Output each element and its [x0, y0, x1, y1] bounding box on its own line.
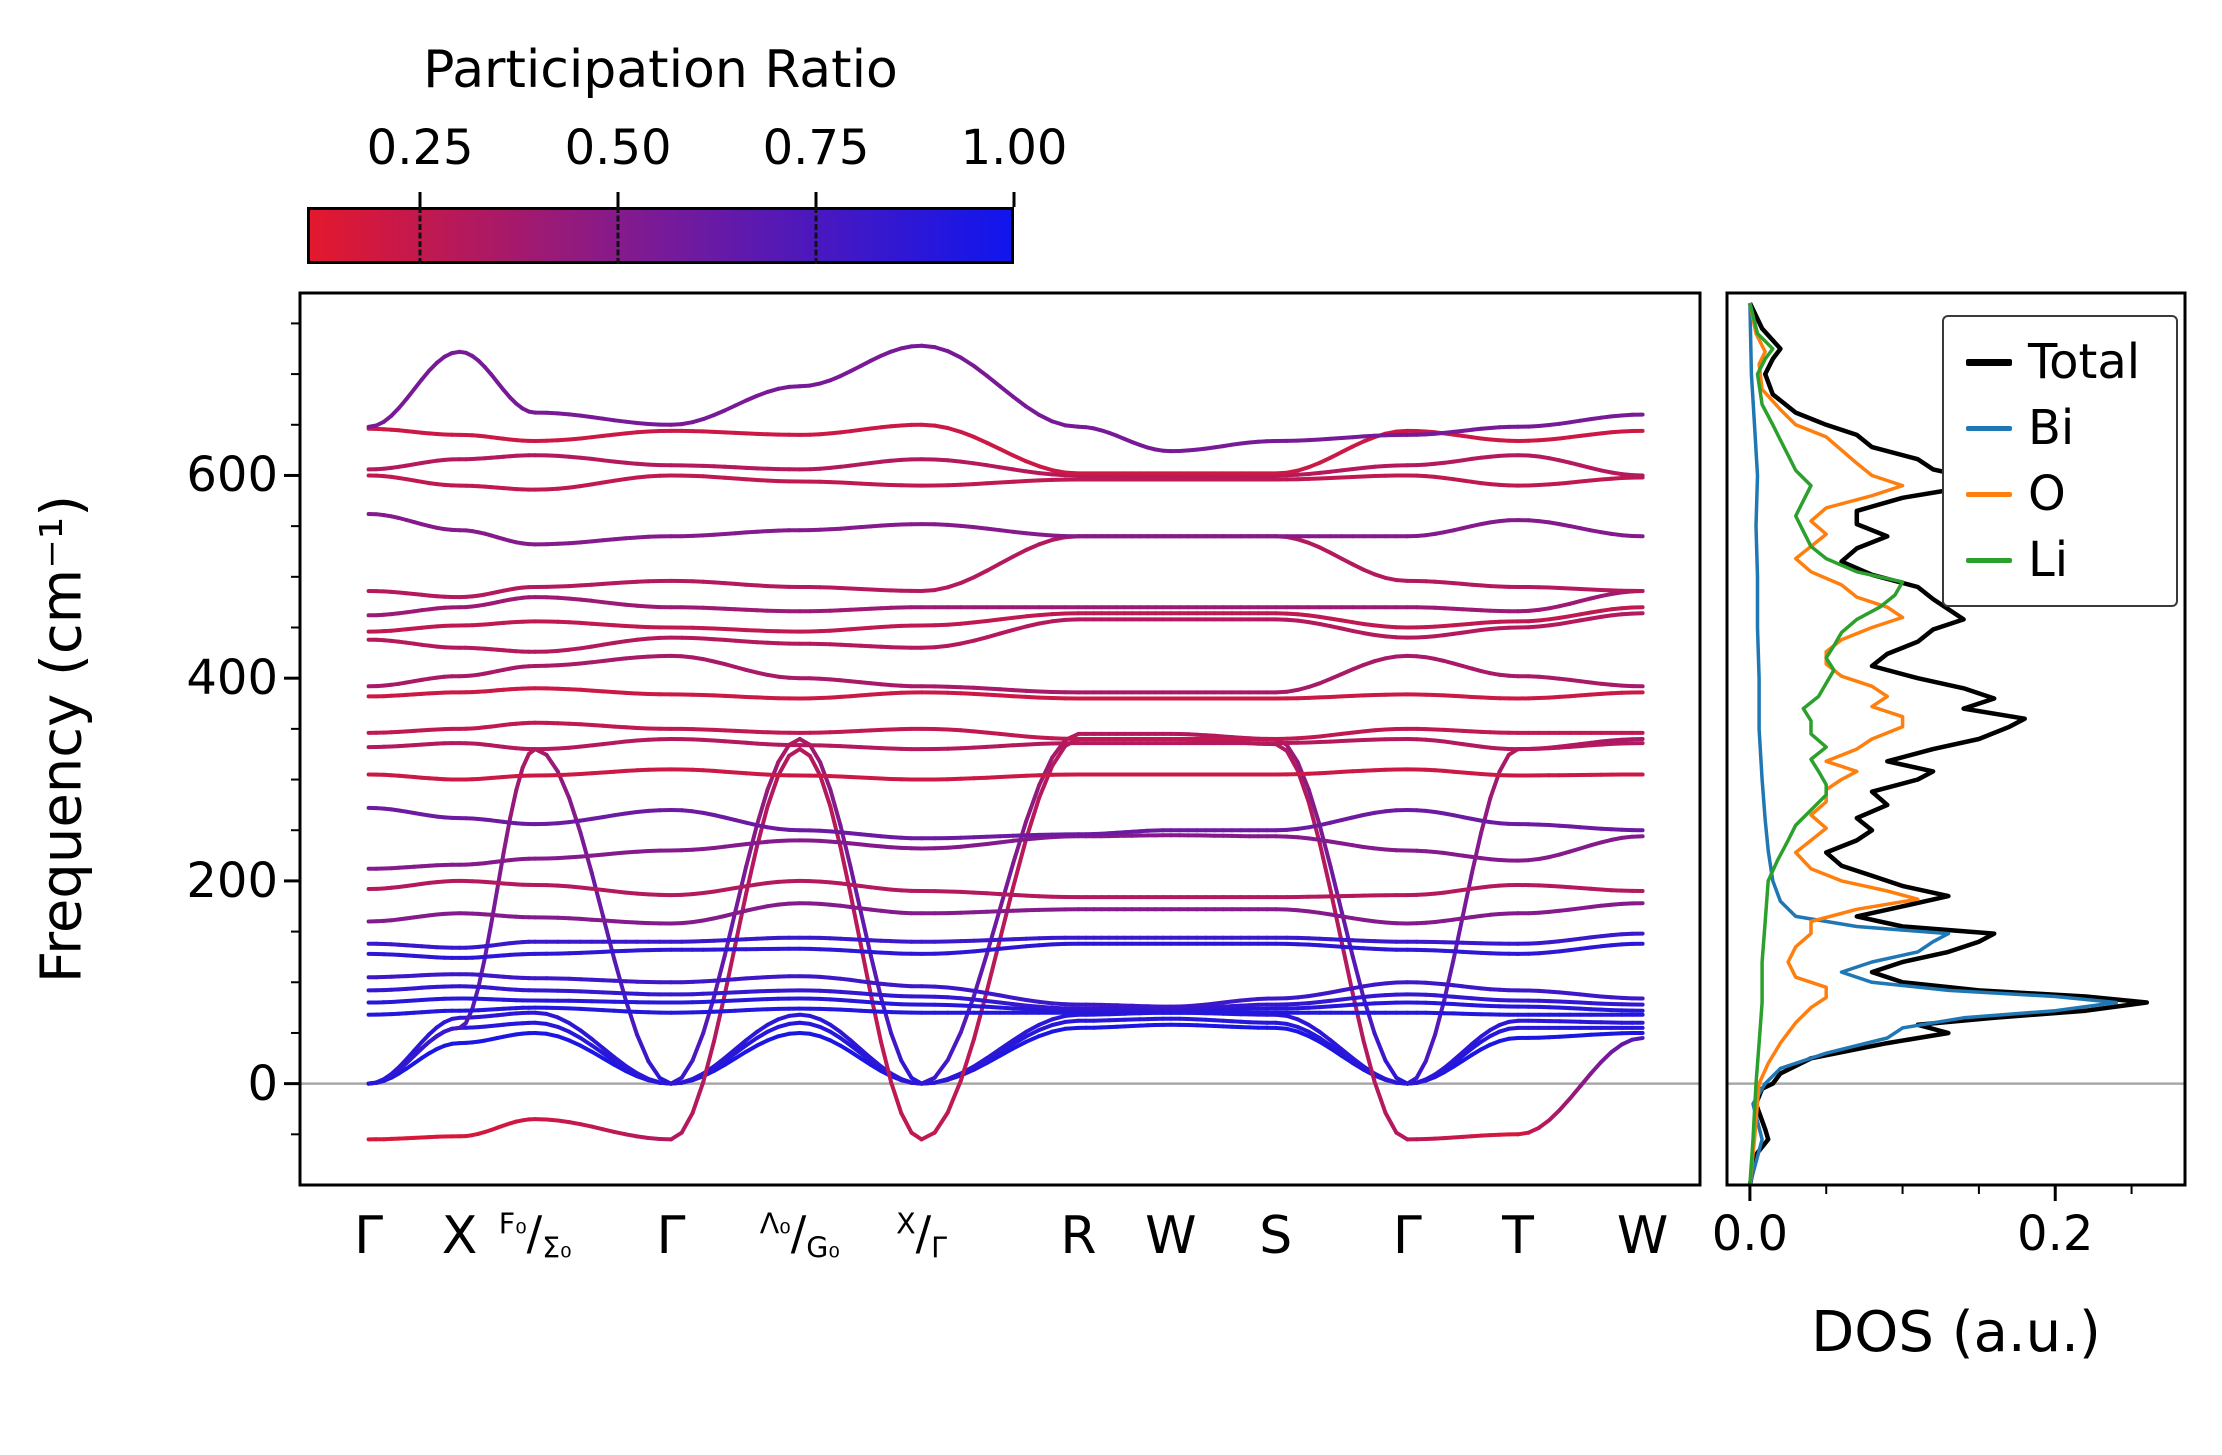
kpoint-label: T	[1502, 1206, 1534, 1266]
kpoint-label: W	[1616, 1206, 1669, 1266]
colorbar-tick-dash	[418, 207, 422, 264]
dos-curve-li	[1748, 302, 1905, 1185]
colorbar-tick-label: 0.25	[366, 120, 474, 176]
kpoint-label: Λ₀/G₀	[759, 1206, 840, 1265]
colorbar-tick-dash	[814, 207, 818, 264]
kpoint-label: R	[1060, 1206, 1097, 1266]
legend-line-swatch	[1966, 358, 2012, 366]
colorbar-tick	[616, 192, 620, 207]
legend-item-o: O	[1966, 465, 2154, 523]
y-axis-label: Frequency (cm⁻¹)	[29, 494, 95, 984]
colorbar-gradient	[307, 207, 1014, 264]
dos-axis-label: DOS (a.u.)	[1811, 1300, 2101, 1365]
y-tick-label: 200	[186, 852, 278, 909]
legend-label: Li	[2028, 532, 2069, 588]
colorbar-tick	[418, 192, 422, 207]
dos-curve-o	[1748, 302, 1920, 1185]
colorbar-tick-label: 0.75	[762, 120, 870, 176]
kpoint-label: Γ	[656, 1206, 686, 1266]
dos-curve-bi	[1748, 303, 2119, 1185]
legend-label: O	[2028, 466, 2066, 522]
colorbar-tick	[1012, 192, 1016, 207]
kpoint-label: X	[441, 1206, 478, 1266]
legend-line-swatch	[1966, 557, 2012, 563]
kpoint-label: W	[1145, 1206, 1197, 1266]
colorbar-tick-label: 0.50	[564, 120, 672, 176]
y-tick-label: 400	[186, 650, 278, 707]
band-structure-lines	[366, 343, 1645, 1142]
dos-legend: Total Bi O Li	[1942, 315, 2178, 607]
dos-x-tick-label: 0.0	[1711, 1206, 1789, 1262]
kpoint-label: X/Γ	[896, 1206, 948, 1265]
legend-item-total: Total	[1966, 333, 2154, 391]
legend-line-swatch	[1966, 425, 2012, 431]
legend-label: Total	[2028, 334, 2141, 390]
legend-item-bi: Bi	[1966, 399, 2154, 457]
band-panel-border	[298, 291, 1702, 1187]
y-tick-label: 600	[186, 447, 278, 504]
colorbar-tick-label: 1.00	[960, 120, 1068, 176]
legend-line-swatch	[1966, 491, 2012, 497]
legend-label: Bi	[2028, 400, 2075, 456]
dos-panel-border	[1725, 291, 2187, 1187]
colorbar-title: Participation Ratio	[423, 40, 898, 100]
kpoint-label: S	[1259, 1206, 1293, 1266]
colorbar-tick	[814, 192, 818, 207]
y-tick-label: 0	[247, 1055, 278, 1112]
legend-item-li: Li	[1966, 531, 2154, 589]
colorbar-tick-dash	[616, 207, 620, 264]
kpoint-label: Γ	[1392, 1206, 1422, 1266]
kpoint-label: Γ	[354, 1206, 384, 1266]
kpoint-label: F₀/Σ₀	[498, 1206, 572, 1265]
dos-x-tick-label: 0.2	[2017, 1206, 2094, 1262]
